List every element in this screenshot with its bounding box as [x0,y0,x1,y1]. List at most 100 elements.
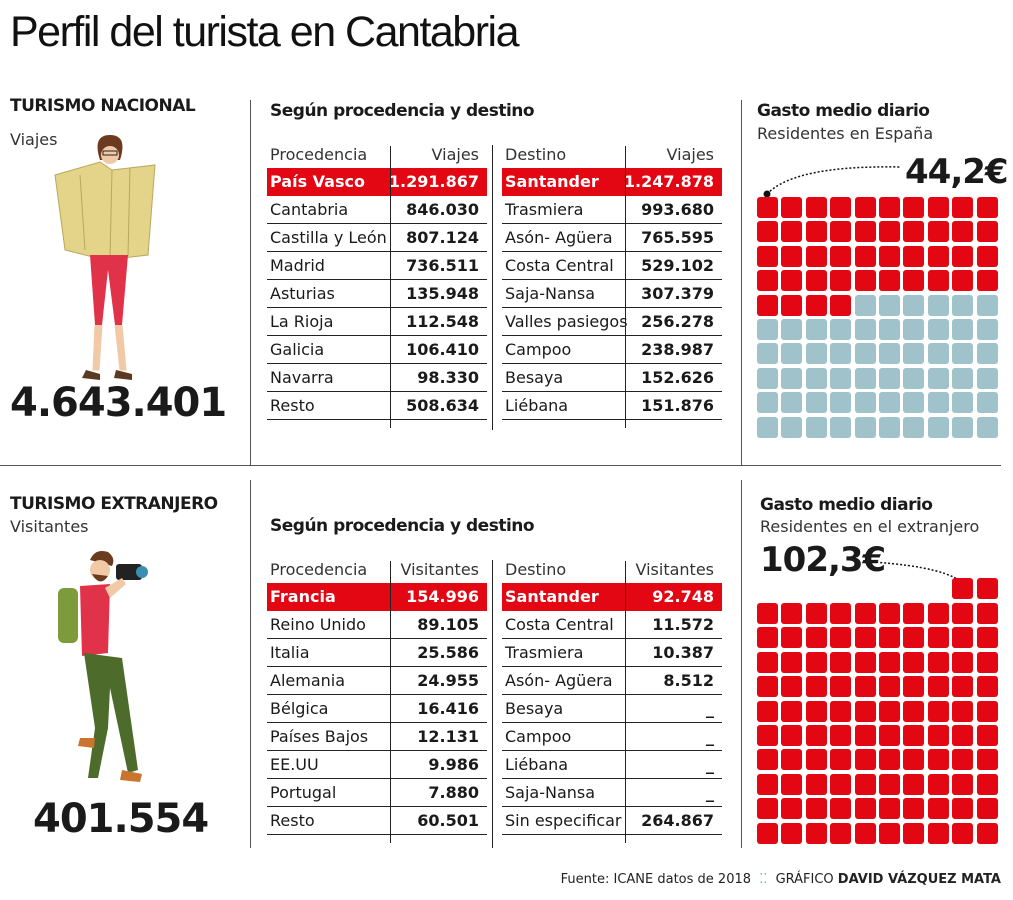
row-label: Resto [270,811,315,830]
row-value: 10.387 [652,643,714,662]
row-label: Italia [270,643,310,662]
table-row: Italia 25.586 [267,639,487,667]
table-row: Costa Central 529.102 [502,252,722,280]
row-value: 89.105 [417,615,479,634]
table-row: Santander 1.247.878 [502,168,722,196]
waffle-cell-filled [976,651,998,673]
table-row: Cantabria 846.030 [267,196,487,224]
row-value: _ [706,699,714,718]
table-row: País Vasco 1.291.867 [267,168,487,196]
table-header: Procedencia Visitantes [267,555,487,583]
row-value: 238.987 [641,340,714,359]
table-row: Resto 60.501 [267,807,487,835]
waffle-cell-empty [854,319,876,340]
row-value: 12.131 [417,727,479,746]
waffle-cell-filled [757,197,778,218]
table-row: Países Bajos 12.131 [267,723,487,751]
waffle-cell-filled [879,627,900,649]
table-row: Campoo 238.987 [502,336,722,364]
woman-with-map-illustration [54,135,156,380]
waffle-cell-filled [903,676,925,698]
waffle-cell-filled [854,798,876,820]
nacional-title: TURISMO NACIONAL [10,96,196,116]
waffle-cell-filled [781,294,803,316]
row-value: 24.955 [417,671,479,690]
row-label: Besaya [505,368,564,387]
waffle-cell-empty [879,343,900,365]
waffle-cell-filled [830,749,852,771]
waffle-cell-empty [903,416,925,438]
extranjero-destino-table: Destino Visitantes Santander 92.748 Costa Ce… [502,555,722,843]
column-header: Destino [505,144,567,164]
waffle-cell-filled [879,603,900,624]
row-value: 60.501 [417,811,479,830]
table-row: Besaya _ [502,695,722,723]
table-row: Bélgica 16.416 [267,695,487,723]
waffle-cell-filled [805,221,827,243]
column-divider [625,146,626,428]
row-label: Madrid [270,256,325,275]
waffle-cell-filled [927,700,949,722]
row-value: _ [706,727,714,746]
waffle-cell-filled [952,651,974,673]
waffle-cell-filled [879,270,900,292]
divider [250,480,251,848]
table-row: Valles pasiegos 256.278 [502,308,722,336]
row-value: 307.379 [641,284,714,303]
row-value: 135.948 [406,284,479,303]
waffle-cell-filled [952,197,974,218]
waffle-cell-filled [927,245,949,267]
waffle-cell-filled [854,773,876,795]
waffle-cell-empty [854,343,876,365]
row-value: 98.330 [417,368,479,387]
row-value: 92.748 [652,587,714,606]
waffle-cell-filled [757,700,778,722]
column-divider [625,561,626,843]
waffle-cell-filled [976,676,998,698]
row-label: Países Bajos [270,727,369,746]
waffle-cell-filled [830,603,852,624]
column-header: Procedencia [270,144,368,164]
waffle-cell-filled [781,676,803,698]
waffle-cell-empty [903,294,925,316]
waffle-cell-filled [976,221,998,243]
waffle-cell-filled [781,197,803,218]
row-value: _ [706,755,714,774]
waffle-cell-filled [927,822,949,844]
waffle-cell-filled [976,245,998,267]
waffle-cell-filled [854,651,876,673]
waffle-cell-empty [927,343,949,365]
nacional-gasto-value: 44,2€ [905,152,1009,192]
waffle-cell-empty [976,416,998,438]
row-value: 1.291.867 [388,172,479,191]
nacional-tables-title: Según procedencia y destino [270,101,535,121]
row-label: Bélgica [270,699,329,718]
waffle-cell-filled [879,197,900,218]
waffle-cell-filled [830,725,852,746]
row-value: 152.626 [641,368,714,387]
table-row: Trasmiera 10.387 [502,639,722,667]
waffle-cell-filled [781,270,803,292]
waffle-cell-filled [879,725,900,746]
waffle-cell-filled [976,627,998,649]
divider [741,480,742,848]
table-row: Liébana _ [502,751,722,779]
waffle-cell-filled [854,822,876,844]
extranjero-title: TURISMO EXTRANJERO [10,494,218,514]
waffle-cell-filled [903,798,925,820]
waffle-cell-empty [952,416,974,438]
waffle-cell-filled [976,798,998,820]
row-value: 264.867 [641,811,714,830]
waffle-cell-filled [757,822,778,844]
waffle-cell-empty [976,367,998,389]
waffle-cell-filled [757,221,778,243]
table-row: Saja-Nansa 307.379 [502,280,722,308]
waffle-cell-filled [830,822,852,844]
row-label: Asturias [270,284,335,303]
waffle-cell-filled [781,700,803,722]
waffle-cell-filled [903,197,925,218]
waffle-cell-filled [830,798,852,820]
waffle-cell-filled [927,197,949,218]
waffle-cell-empty [927,367,949,389]
table-row: Costa Central 11.572 [502,611,722,639]
